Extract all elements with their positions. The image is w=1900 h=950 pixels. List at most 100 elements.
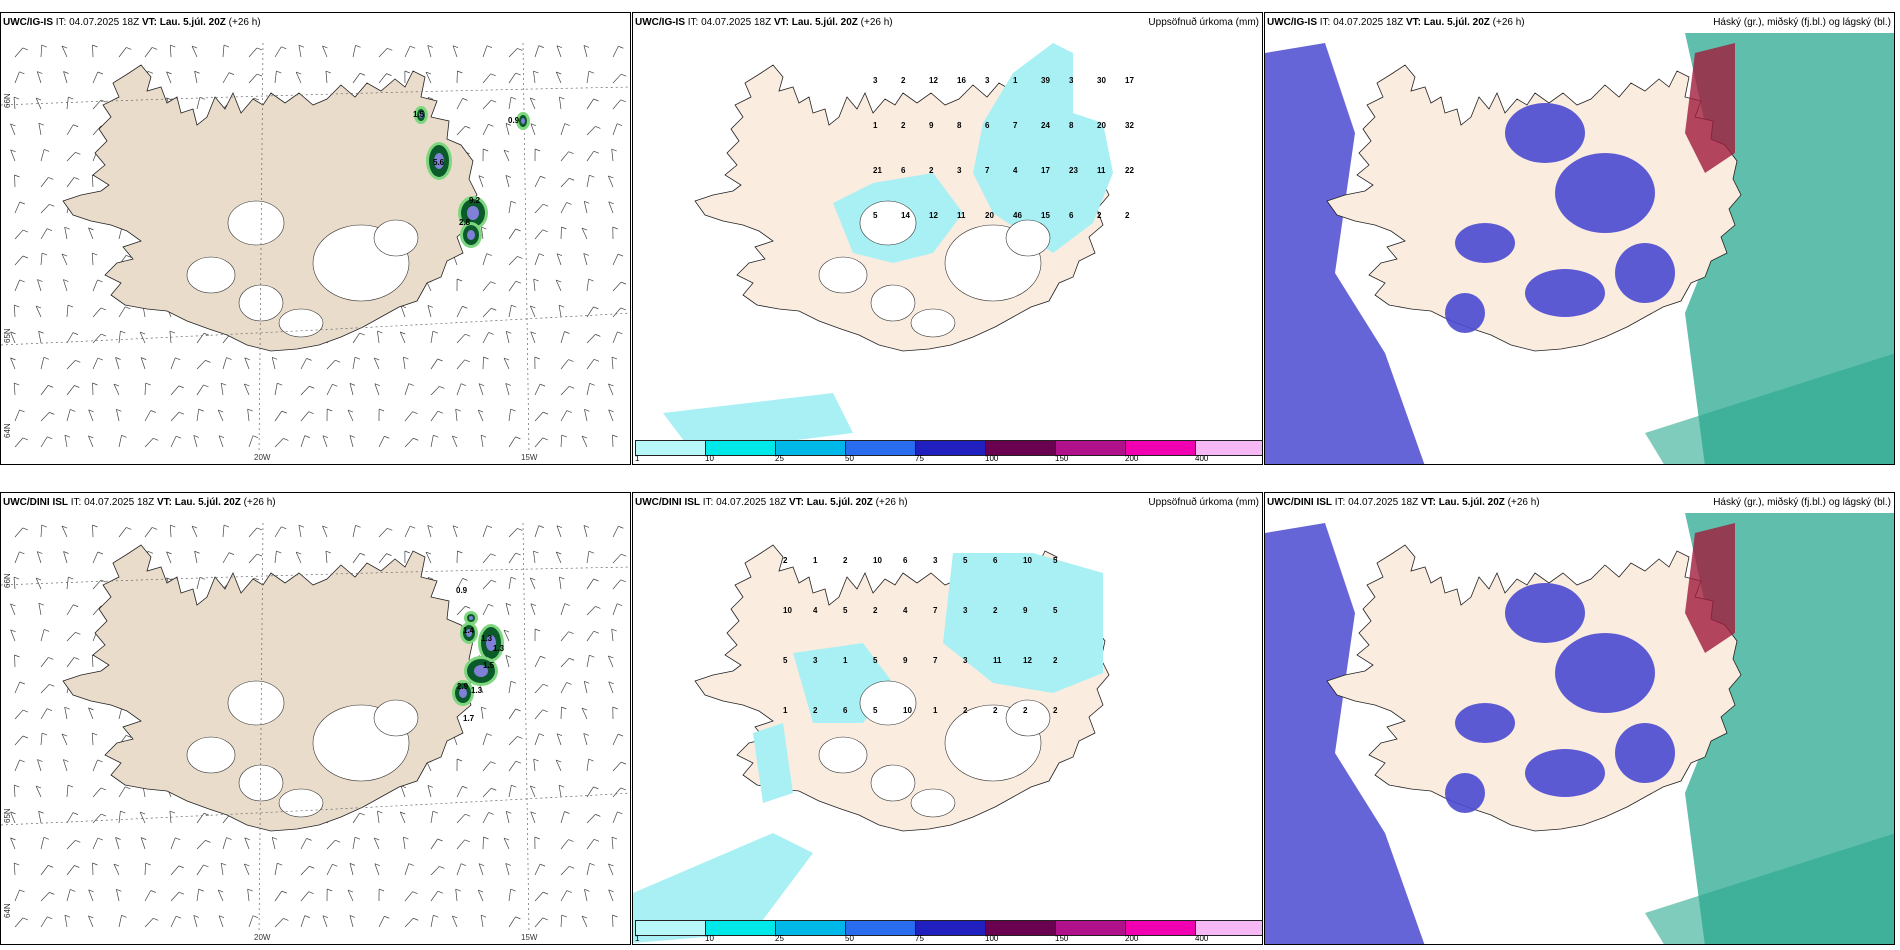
wind-barb bbox=[611, 149, 614, 162]
wind-barb-flag bbox=[581, 707, 588, 711]
wind-barb-flag bbox=[125, 786, 131, 790]
wind-barb-flag bbox=[569, 657, 575, 661]
wind-barb bbox=[169, 45, 172, 58]
wind-barb bbox=[166, 71, 172, 84]
wind-barb-flag bbox=[322, 915, 329, 919]
precip-value-label: 1 bbox=[783, 706, 788, 715]
wind-barb-flag bbox=[304, 915, 310, 918]
wind-value-label: 9.2 bbox=[469, 196, 481, 205]
wind-barb bbox=[271, 837, 276, 850]
wind-value-label: 0.9 bbox=[508, 116, 520, 125]
wind-barb bbox=[508, 48, 518, 58]
wind-barb-flag bbox=[147, 71, 154, 74]
high-cloud-area bbox=[1685, 43, 1735, 173]
precip-value-label: 2 bbox=[1097, 211, 1102, 220]
wind-barb-flag bbox=[595, 334, 601, 337]
wind-barb bbox=[400, 305, 406, 318]
wind-barb bbox=[322, 45, 328, 58]
wind-barb bbox=[91, 733, 94, 746]
wind-barb-flag bbox=[272, 837, 278, 840]
colorbar-tick-label: 150 bbox=[1055, 934, 1069, 943]
wind-barb-flag bbox=[561, 914, 567, 918]
wind-barb bbox=[66, 632, 76, 642]
wind-barb bbox=[325, 71, 328, 84]
wind-barb bbox=[505, 123, 510, 136]
precip-title: Uppsöfnuð úrkoma (mm) bbox=[1148, 17, 1259, 28]
precip-peak bbox=[486, 635, 496, 651]
precip-value-label: 9 bbox=[903, 656, 908, 665]
precip-peak bbox=[467, 206, 479, 220]
wind-barb-flag bbox=[38, 602, 44, 606]
panel-title: UWC/IG-IS IT: 04.07.2025 18Z VT: Lau. 5.… bbox=[635, 17, 893, 28]
wind-barb-flag bbox=[584, 888, 590, 892]
wind-barb-flag bbox=[281, 410, 287, 414]
wind-barb-flag bbox=[530, 811, 536, 815]
wind-barb-flag bbox=[97, 551, 103, 555]
wind-barb bbox=[534, 176, 541, 188]
wind-barb bbox=[586, 786, 594, 798]
wind-barb-flag bbox=[193, 915, 199, 918]
wind-barb bbox=[352, 525, 356, 538]
wind-barb bbox=[243, 383, 250, 396]
precip-value-label: 1 bbox=[813, 556, 818, 565]
colorbar-tick-label: 25 bbox=[775, 454, 784, 463]
wind-barb-flag bbox=[510, 680, 517, 684]
wind-barb-flag bbox=[515, 916, 521, 920]
wind-barb-flag bbox=[121, 914, 127, 918]
wind-barb-flag bbox=[223, 44, 230, 48]
wind-barb-flag bbox=[566, 202, 572, 205]
wind-barb-flag bbox=[178, 385, 184, 389]
wind-barb bbox=[584, 409, 588, 422]
wind-barb-flag bbox=[543, 203, 549, 207]
wind-barb bbox=[40, 657, 49, 668]
precip-peak bbox=[467, 230, 475, 240]
low-cloud-patch bbox=[1615, 723, 1675, 783]
wind-barb-flag bbox=[374, 383, 380, 387]
wind-barb bbox=[583, 201, 588, 214]
wind-barb bbox=[40, 892, 50, 902]
wind-barb bbox=[170, 357, 176, 370]
wind-barb-flag bbox=[490, 73, 496, 77]
lon-label-20w: 20W bbox=[254, 933, 271, 942]
wind-barb bbox=[38, 603, 42, 616]
wind-barb bbox=[529, 97, 536, 110]
wind-barb bbox=[92, 759, 98, 772]
wind-barb bbox=[482, 99, 492, 110]
wind-barb-flag bbox=[35, 577, 42, 581]
wind-barb bbox=[611, 357, 614, 370]
wind-barb-flag bbox=[193, 435, 199, 438]
wind-barb-flag bbox=[608, 681, 614, 685]
wind-barb-flag bbox=[620, 579, 626, 583]
wind-barb bbox=[66, 409, 71, 422]
wind-barb bbox=[115, 837, 120, 850]
wind-barb-flag bbox=[22, 917, 29, 921]
wind-barb-flag bbox=[276, 70, 282, 74]
colorbar-segment bbox=[775, 440, 845, 456]
wind-barb bbox=[481, 227, 484, 240]
wind-barb bbox=[560, 811, 565, 824]
wind-barb-flag bbox=[534, 356, 540, 360]
wind-barb bbox=[66, 360, 76, 370]
wind-barb-flag bbox=[595, 606, 601, 609]
wind-barb-flag bbox=[621, 553, 627, 557]
wind-barb-flag bbox=[61, 45, 68, 49]
wind-barb bbox=[113, 383, 120, 396]
wind-barb bbox=[14, 654, 16, 668]
wind-barb bbox=[586, 126, 596, 136]
wind-barb bbox=[347, 409, 354, 422]
wind-barb-flag bbox=[61, 525, 68, 529]
precip-value-label: 2 bbox=[843, 556, 848, 565]
wind-value-label: 1.3 bbox=[471, 686, 483, 695]
wind-barb-flag bbox=[304, 435, 310, 438]
wind-barb bbox=[61, 253, 68, 266]
wind-barb bbox=[508, 681, 512, 694]
wind-barb bbox=[430, 386, 440, 396]
wind-barb-flag bbox=[10, 603, 16, 607]
wind-barb-flag bbox=[465, 813, 471, 817]
wind-barb-flag bbox=[309, 865, 315, 869]
wind-barb-flag bbox=[88, 435, 94, 439]
wind-barb-flag bbox=[46, 708, 53, 711]
wind-barb-flag bbox=[564, 811, 570, 814]
wind-map-top: 1.5 5.6 0.9 9.2 2.8 UWC/IG-IS IT: 04.07.2025… bbox=[0, 12, 631, 465]
wind-barb bbox=[196, 384, 204, 396]
